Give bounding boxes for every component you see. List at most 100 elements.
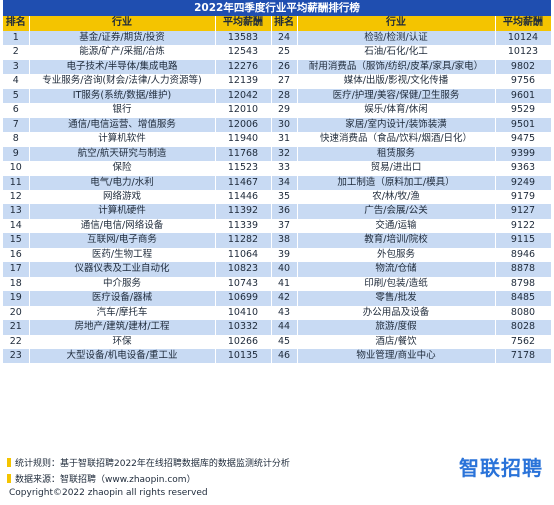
table-row: 6 银行 12010 29 娱乐/体育/休闲 9529 (3, 103, 552, 118)
industry-cell: 快速消费品（食品/饮料/烟酒/日化） (297, 132, 496, 147)
salary-cell: 8946 (495, 247, 552, 263)
rank-cell: 4 (3, 74, 30, 89)
industry-cell: 专业服务/咨询(财会/法律/人力资源等) (29, 74, 216, 89)
header-industry: 行业 (29, 16, 216, 31)
table-row: 21 房地产/建筑/建材/工程 10332 44 旅游/度假 8028 (3, 320, 552, 335)
salary-cell: 11064 (215, 247, 272, 263)
logo-text: 智联招聘 (459, 456, 543, 480)
rank-cell: 40 (271, 262, 298, 277)
rank-cell: 43 (271, 305, 298, 321)
rank-cell: 7 (3, 117, 30, 133)
rank-cell: 30 (271, 117, 298, 133)
industry-cell: 外包服务 (297, 247, 496, 263)
rank-cell: 20 (3, 305, 30, 321)
industry-cell: 媒体/出版/影视/文化传播 (297, 74, 496, 89)
copyright: Copyright©2022 zhaopin all rights reserv… (9, 488, 208, 498)
industry-cell: 娱乐/体育/休闲 (297, 103, 496, 118)
rank-cell: 18 (3, 276, 30, 292)
industry-cell: 加工制造（原料加工/模具） (297, 175, 496, 190)
rank-cell: 12 (3, 189, 30, 205)
industry-cell: 银行 (29, 103, 216, 118)
table-row: 2 能源/矿产/采掘/冶炼 12543 25 石油/石化/化工 10123 (3, 45, 552, 60)
salary-cell: 10410 (215, 305, 272, 321)
industry-cell: 医疗/护理/美容/保健/卫生服务 (297, 88, 496, 104)
rank-cell: 31 (271, 132, 298, 147)
header-salary: 平均薪酬 (495, 16, 552, 31)
industry-cell: 通信/电信/网络设备 (29, 218, 216, 234)
industry-cell: 能源/矿产/采掘/冶炼 (29, 45, 216, 60)
salary-cell: 9501 (495, 117, 552, 133)
industry-cell: 互联网/电子商务 (29, 233, 216, 248)
rank-cell: 23 (3, 348, 30, 364)
rank-cell: 38 (271, 233, 298, 248)
industry-cell: 办公用品及设备 (297, 305, 496, 321)
salary-cell: 11282 (215, 233, 272, 248)
salary-cell: 10135 (215, 348, 272, 364)
header-rank: 排名 (271, 16, 298, 31)
salary-cell: 11446 (215, 189, 272, 205)
salary-cell: 11467 (215, 175, 272, 190)
salary-cell: 10123 (495, 45, 552, 60)
rank-cell: 39 (271, 247, 298, 263)
industry-cell: 仪器仪表及工业自动化 (29, 262, 216, 277)
industry-cell: 物流/仓储 (297, 262, 496, 277)
industry-cell: 石油/石化/化工 (297, 45, 496, 60)
salary-cell: 12276 (215, 59, 272, 75)
rank-cell: 16 (3, 247, 30, 263)
header-salary: 平均薪酬 (215, 16, 272, 31)
industry-cell: 医药/生物工程 (29, 247, 216, 263)
industry-cell: 旅游/度假 (297, 320, 496, 335)
bullet-mark (7, 458, 11, 467)
table-row: 12 网络游戏 11446 35 农/林/牧/渔 9179 (3, 189, 552, 205)
salary-cell: 13583 (215, 31, 272, 46)
table-row: 14 通信/电信/网络设备 11339 37 交通/运输 9122 (3, 218, 552, 234)
header-rank: 排名 (3, 16, 30, 31)
industry-cell: 航空/航天研究与制造 (29, 146, 216, 162)
salary-cell: 11392 (215, 204, 272, 219)
table-row: 8 计算机软件 11940 31 快速消费品（食品/饮料/烟酒/日化） 9475 (3, 132, 552, 147)
salary-cell: 9363 (495, 161, 552, 176)
salary-cell: 12042 (215, 88, 272, 104)
table-row: 16 医药/生物工程 11064 39 外包服务 8946 (3, 247, 552, 263)
industry-cell: 耐用消费品（服饰/纺织/皮革/家具/家电） (297, 59, 496, 75)
rank-cell: 21 (3, 320, 30, 335)
rank-cell: 37 (271, 218, 298, 234)
table-row: 23 大型设备/机电设备/重工业 10135 46 物业管理/商业中心 7178 (3, 348, 552, 364)
salary-cell: 10743 (215, 276, 272, 292)
salary-cell: 10823 (215, 262, 272, 277)
salary-cell: 10124 (495, 31, 552, 46)
rank-cell: 8 (3, 132, 30, 147)
rank-cell: 2 (3, 45, 30, 60)
rank-cell: 34 (271, 175, 298, 190)
industry-cell: 网络游戏 (29, 189, 216, 205)
industry-cell: 电气/电力/水利 (29, 175, 216, 190)
industry-cell: 教育/培训/院校 (297, 233, 496, 248)
salary-cell: 10332 (215, 320, 272, 335)
salary-cell: 8028 (495, 320, 552, 335)
table-header-row: 排名 行业 平均薪酬 排名 行业 平均薪酬 (3, 16, 552, 31)
zhaopin-logo: 智联招聘 (459, 452, 543, 481)
salary-cell: 12543 (215, 45, 272, 60)
rank-cell: 17 (3, 262, 30, 277)
table-row: 19 医疗设备/器械 10699 42 零售/批发 8485 (3, 291, 552, 306)
industry-cell: 酒店/餐饮 (297, 334, 496, 349)
salary-cell: 10699 (215, 291, 272, 306)
salary-cell: 9249 (495, 175, 552, 190)
industry-cell: 汽车/摩托车 (29, 305, 216, 321)
salary-cell: 9399 (495, 146, 552, 162)
rank-cell: 3 (3, 59, 30, 75)
salary-cell: 10266 (215, 334, 272, 349)
salary-cell: 11768 (215, 146, 272, 162)
rank-cell: 26 (271, 59, 298, 75)
industry-cell: 医疗设备/器械 (29, 291, 216, 306)
salary-cell: 9756 (495, 74, 552, 89)
table-row: 3 电子技术/半导体/集成电路 12276 26 耐用消费品（服饰/纺织/皮革/家具/家… (3, 59, 552, 75)
rank-cell: 35 (271, 189, 298, 205)
table-row: 13 计算机硬件 11392 36 广告/会展/公关 9127 (3, 204, 552, 219)
salary-cell: 8080 (495, 305, 552, 321)
table-row: 1 基金/证券/期货/投资 13583 24 检验/检测/认证 10124 (3, 31, 552, 46)
salary-cell: 9601 (495, 88, 552, 104)
rank-cell: 5 (3, 88, 30, 104)
salary-cell: 9529 (495, 103, 552, 118)
salary-cell: 11940 (215, 132, 272, 147)
